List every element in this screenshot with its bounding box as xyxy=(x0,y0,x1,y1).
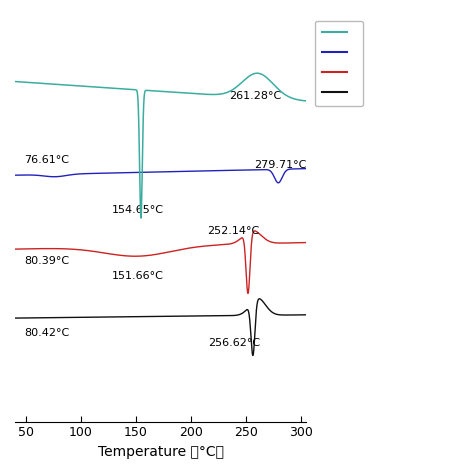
Text: 252.14°C: 252.14°C xyxy=(207,226,259,236)
Text: 261.28°C: 261.28°C xyxy=(229,91,282,101)
X-axis label: Temperature （°C）: Temperature （°C） xyxy=(98,445,224,459)
Text: 256.62°C: 256.62°C xyxy=(208,337,260,347)
Text: 154.65°C: 154.65°C xyxy=(112,205,164,215)
Text: 151.66°C: 151.66°C xyxy=(112,271,164,281)
Text: 80.39°C: 80.39°C xyxy=(24,256,69,266)
Text: 279.71°C: 279.71°C xyxy=(255,160,307,170)
Text: 80.42°C: 80.42°C xyxy=(24,328,69,338)
Legend: , , , : , , , xyxy=(315,20,364,106)
Text: 76.61°C: 76.61°C xyxy=(24,155,69,165)
